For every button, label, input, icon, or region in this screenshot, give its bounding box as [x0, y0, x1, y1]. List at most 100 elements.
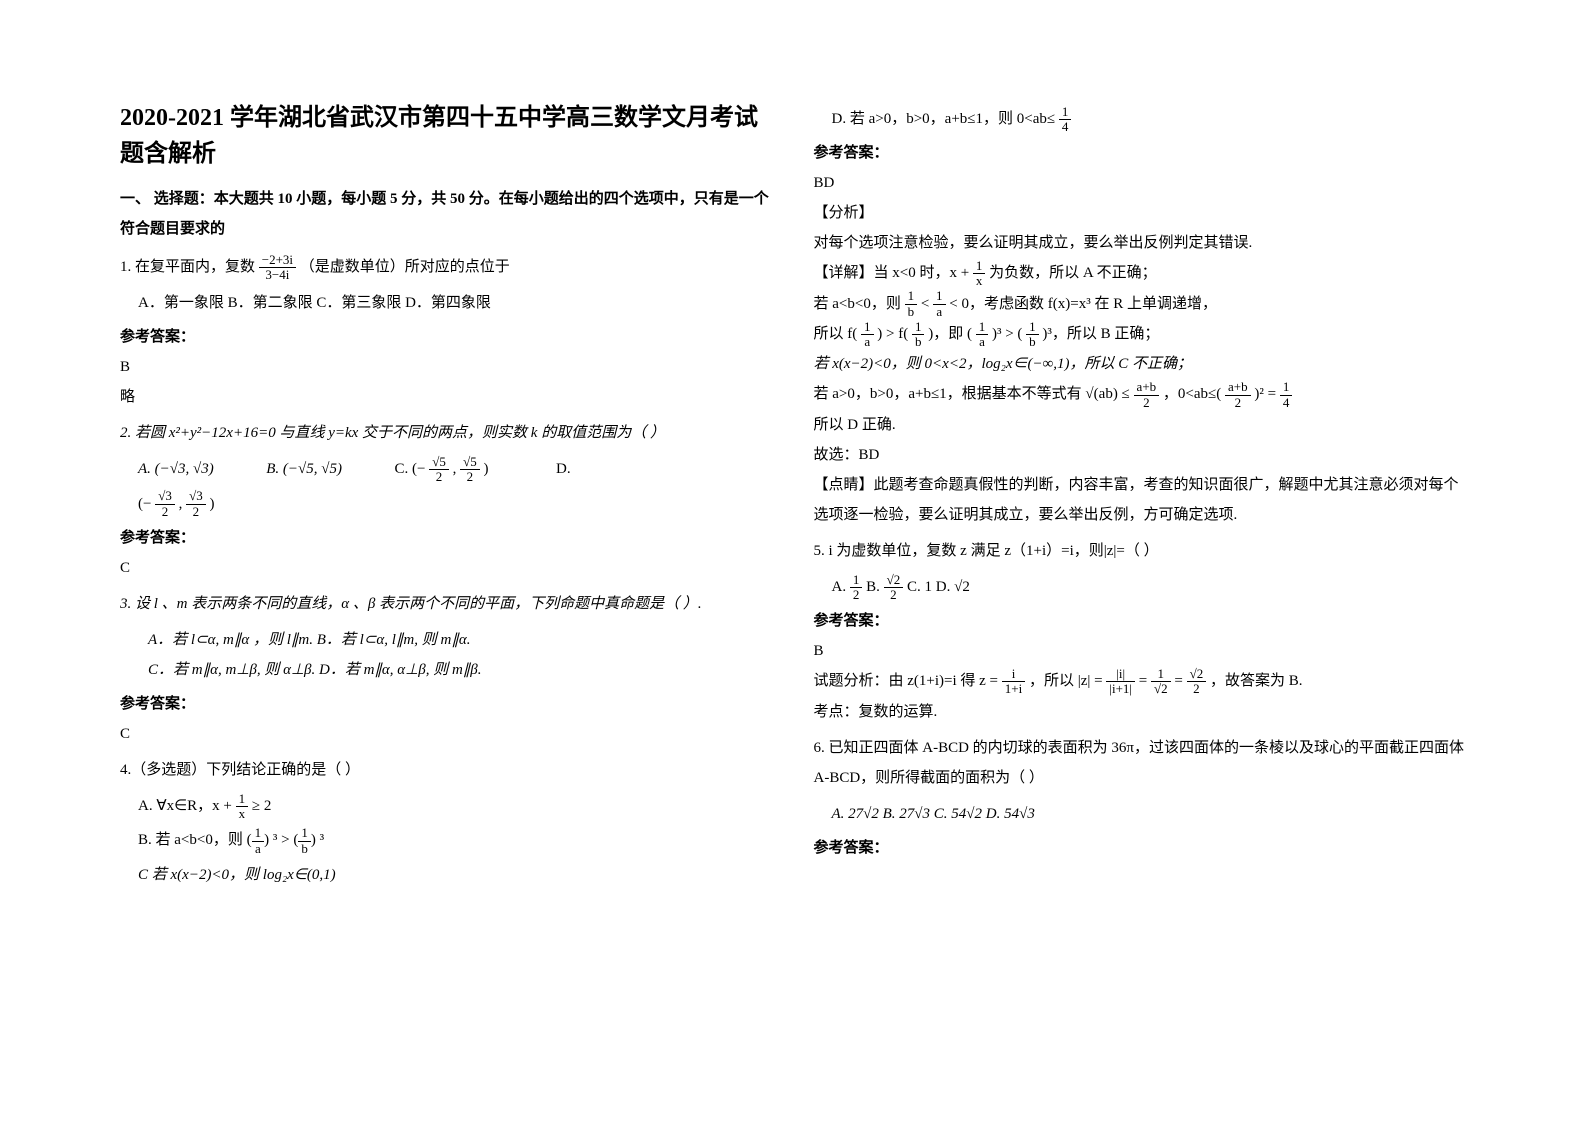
q5-an-suffix: ，故答案为 B.: [1210, 673, 1303, 689]
q2-optD2-f1: √32: [155, 489, 175, 519]
q4-line5: 若 a>0，b>0，a+b≤1，根据基本不等式有 √(ab) ≤ a+b2 ，0…: [814, 379, 1468, 409]
q5-answer-label: 参考答案：: [814, 606, 1468, 636]
q4-optB: B. 若 a<b<0，则 (1a) ³ > (1b) ³: [138, 825, 774, 855]
q6-answer-label: 参考答案：: [814, 833, 1468, 863]
q4-l3-f3: 1a: [976, 320, 989, 350]
q4-line2: 若 a<b<0，则 1b < 1a < 0，考虑函数 f(x)=x³ 在 R 上…: [814, 289, 1468, 319]
q4-l2-prefix: 若 a<b<0，则: [814, 296, 905, 312]
q3-answer-label: 参考答案：: [120, 689, 774, 719]
q4-optC: C 若 x(x−2)<0，则 log₂x∈(0,1): [138, 860, 774, 890]
q4-optB-f1: 1a: [252, 826, 265, 856]
q2-options-row1: A. (−√3, √3) B. (−√5, √5) C. (− √52 , √5…: [138, 454, 774, 484]
q4-answer-label: 参考答案：: [814, 138, 1468, 168]
q5-an-m3: =: [1174, 673, 1186, 689]
q5-topic: 考点：复数的运算.: [814, 697, 1468, 727]
q6-options: A. 27√2 B. 27√3 C. 54√2 D. 54√3: [832, 799, 1468, 829]
q4-line4: 若 x(x−2)<0，则 0<x<2，log₂x∈(−∞,1)，所以 C 不正确…: [814, 349, 1468, 379]
q2-optC-prefix: C. (−: [395, 461, 426, 477]
q5-an-m1: ，所以 |z| =: [1029, 673, 1106, 689]
q4-l3-m3: )³ > (: [992, 326, 1022, 342]
q2-optD: D.: [556, 461, 571, 477]
q5-optB-prefix: B.: [866, 579, 884, 595]
q1-note: 略: [120, 382, 774, 412]
q2-optD2-f2: √32: [186, 489, 206, 519]
q2-optC-f1: √52: [429, 455, 449, 485]
q4-l2-mid: <: [921, 296, 933, 312]
q3-optAB: A．若 l⊂α, m∥α ，则 l∥m. B．若 l⊂α, l∥m, 则 m∥α…: [148, 625, 774, 655]
q1-options: A．第一象限 B．第二象限 C．第三象限 D．第四象限: [138, 288, 774, 318]
q4-optD: D. 若 a>0，b>0，a+b≤1，则 0<ab≤ 14: [832, 104, 1468, 134]
q4-l2-f1: 1b: [905, 289, 918, 319]
q4-l3-f4: 1b: [1026, 320, 1039, 350]
q4-line7: 故选：BD: [814, 440, 1468, 470]
q2-optD2-mid: ,: [179, 496, 187, 512]
q4-comment: 【点睛】此题考查命题真假性的判断，内容丰富，考查的知识面很广，解题中尤其注意必须…: [814, 470, 1468, 530]
q5-an-f4: √22: [1187, 667, 1207, 697]
question-4: 4.（多选题）下列结论正确的是（ ）: [120, 755, 774, 785]
q1-suffix: （是虚数单位）所对应的点位于: [300, 259, 510, 275]
q5-answer: B: [814, 636, 1468, 666]
q4-l3-m1: ) > f(: [877, 326, 908, 342]
question-3: 3. 设 l 、m 表示两条不同的直线，α 、β 表示两个不同的平面，下列命题中…: [120, 589, 774, 619]
q4-l5-f1: a+b2: [1134, 380, 1160, 410]
q2-answer: C: [120, 553, 774, 583]
q2-optC-f2: √52: [460, 455, 480, 485]
q2-optB: B. (−√5, √5): [266, 461, 342, 477]
q4-l2-suffix: < 0，考虑函数 f(x)=x³ 在 R 上单调递增，: [949, 296, 1217, 312]
q1-fraction: −2+3i 3−4i: [259, 253, 296, 283]
q4-l5-m1: ，0<ab≤(: [1163, 386, 1221, 402]
q5-an-f2: |i||i+1|: [1106, 667, 1135, 697]
q4-optA-prefix: A. ∀x∈R，x +: [138, 798, 232, 814]
q3-optCD: C．若 m∥α, m⊥β, 则 α⊥β. D．若 m∥α, α⊥β, 则 m∥β…: [148, 655, 774, 685]
q1-answer: B: [120, 352, 774, 382]
q4-optB-suffix: ³: [320, 832, 325, 848]
q4-optD-prefix: D. 若 a>0，b>0，a+b≤1，则 0<ab≤: [832, 111, 1056, 127]
q4-l5-f2: a+b2: [1225, 380, 1251, 410]
q4-l3-suffix: )³，所以 B 正确；: [1042, 326, 1159, 342]
q4-optB-prefix: B. 若 a<b<0，则: [138, 832, 247, 848]
q5-optA-frac: 12: [850, 573, 863, 603]
q4-l5-prefix: 若 a>0，b>0，a+b≤1，根据基本不等式有 √(ab) ≤: [814, 386, 1134, 402]
q2-stem: 2. 若圆 x²+y²−12x+16=0 与直线 y=kx 交于不同的两点，则实…: [120, 425, 665, 441]
q4-detail-suffix: 为负数，所以 A 不正确；: [989, 265, 1157, 281]
q1-answer-label: 参考答案：: [120, 322, 774, 352]
q4-optB-mid: ³ >: [273, 832, 293, 848]
q2-options-row2: (− √32 , √32 ): [138, 489, 774, 519]
q1-prefix: 1. 在复平面内，复数: [120, 259, 255, 275]
q2-optD2-suffix: ): [210, 496, 215, 512]
question-6: 6. 已知正四面体 A-BCD 的内切球的表面积为 36π，过该四面体的一条棱以…: [814, 733, 1468, 793]
q4-detail-prefix: 【详解】当 x<0 时，x +: [814, 265, 970, 281]
q4-l3-prefix: 所以 f(: [814, 326, 858, 342]
q5-optA-prefix: A.: [832, 579, 850, 595]
q4-optA-suffix: ≥ 2: [252, 798, 271, 814]
q4-analysis: 对每个选项注意检验，要么证明其成立，要么举出反例判定其错误.: [814, 228, 1468, 258]
q5-an-f1: i1+i: [1002, 667, 1025, 697]
question-2: 2. 若圆 x²+y²−12x+16=0 与直线 y=kx 交于不同的两点，则实…: [120, 418, 774, 448]
q4-l3-f1: 1a: [861, 320, 874, 350]
q4-l3-f2: 1b: [912, 320, 925, 350]
q3-answer: C: [120, 719, 774, 749]
q5-an-f3: 1√2: [1151, 667, 1171, 697]
q2-optD2-prefix: (−: [138, 496, 151, 512]
q4-l5-m2: )² =: [1254, 386, 1279, 402]
q4-line6: 所以 D 正确.: [814, 410, 1468, 440]
q4-optA-frac: 1x: [236, 792, 249, 822]
q5-analysis: 试题分析：由 z(1+i)=i 得 z = i1+i ，所以 |z| = |i|…: [814, 666, 1468, 696]
q4-detail-line1: 【详解】当 x<0 时，x + 1x 为负数，所以 A 不正确；: [814, 258, 1468, 288]
q4-l5-f3: 14: [1280, 380, 1293, 410]
q4-detail-f1: 1x: [973, 259, 986, 289]
q4-optD-frac: 14: [1059, 105, 1072, 135]
q2-optA: A. (−√3, √3): [138, 461, 214, 477]
q4-analysis-label: 【分析】: [814, 198, 1468, 228]
question-1: 1. 在复平面内，复数 −2+3i 3−4i （是虚数单位）所对应的点位于: [120, 252, 774, 282]
section-header: 一、 选择题：本大题共 10 小题，每小题 5 分，共 50 分。在每小题给出的…: [120, 184, 774, 244]
q4-optA: A. ∀x∈R，x + 1x ≥ 2: [138, 791, 774, 821]
q2-answer-label: 参考答案：: [120, 523, 774, 553]
column-right: D. 若 a>0，b>0，a+b≤1，则 0<ab≤ 14 参考答案： BD 【…: [794, 100, 1488, 1082]
q2-optC-suffix: ): [484, 461, 489, 477]
q5-options: A. 12 B. √22 C. 1 D. √2: [832, 572, 1468, 602]
q4-answer: BD: [814, 168, 1468, 198]
document-title: 2020-2021 学年湖北省武汉市第四十五中学高三数学文月考试题含解析: [120, 100, 774, 172]
q4-line3: 所以 f( 1a ) > f( 1b )，即 ( 1a )³ > ( 1b )³…: [814, 319, 1468, 349]
q4-l3-m2: )，即 (: [928, 326, 972, 342]
